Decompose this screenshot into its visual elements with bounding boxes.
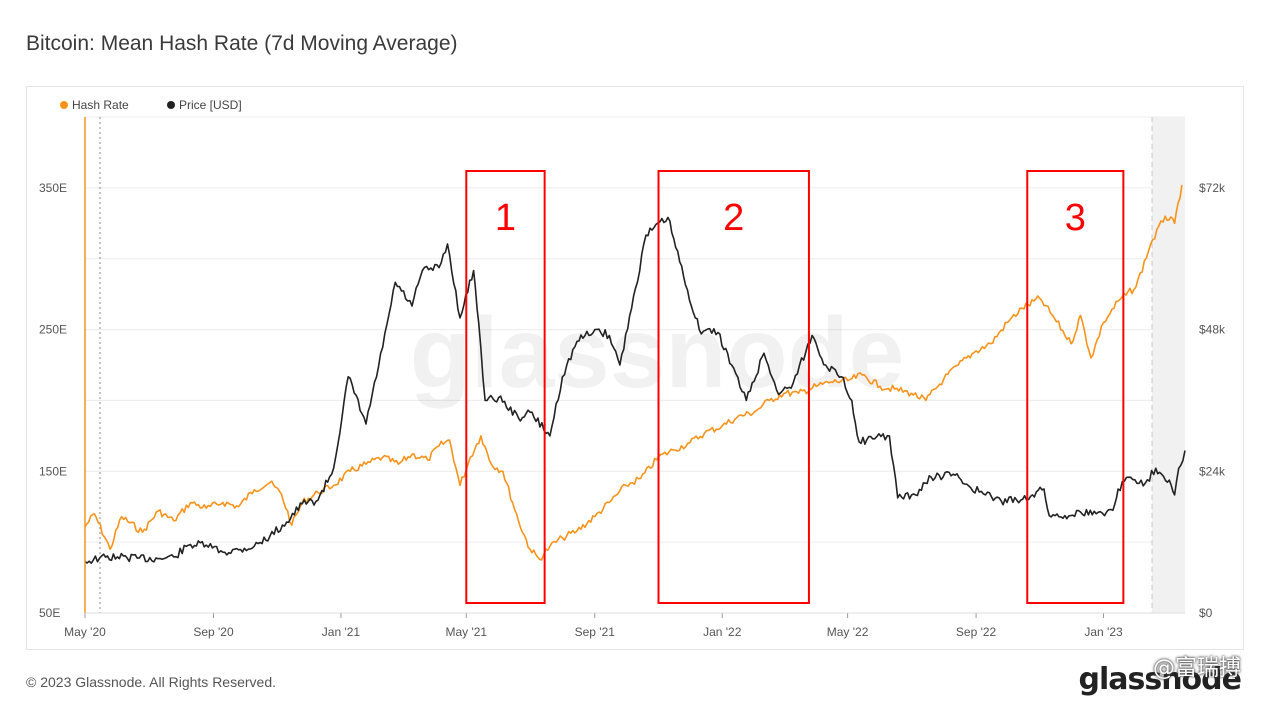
y-right-tick-label: $24k bbox=[1199, 464, 1226, 478]
x-tick-label: Jan '22 bbox=[703, 625, 742, 639]
y-left-tick-label: 250E bbox=[39, 323, 67, 337]
x-tick-label: May '21 bbox=[445, 625, 487, 639]
glassnode-logo: glassnode bbox=[1078, 662, 1242, 697]
axes: 50E 150E 250E 350E $0 $24k $48k $72k May '20 Sep … bbox=[39, 117, 1226, 639]
annotation-box-2 bbox=[657, 170, 810, 604]
social-watermark: @富瑞搏 bbox=[1152, 656, 1241, 681]
annotation-box-1 bbox=[465, 170, 546, 604]
x-tick-label: Jan '21 bbox=[322, 625, 361, 639]
glassnode-watermark: glassnode bbox=[410, 297, 905, 409]
legend-hash-rate-label: Hash Rate bbox=[72, 98, 129, 112]
projection-shade bbox=[1152, 117, 1185, 613]
series-layer bbox=[84, 184, 1186, 564]
hash-rate-line bbox=[84, 184, 1183, 561]
y-left-tick-label: 50E bbox=[39, 606, 60, 620]
annotation-label-1: 1 bbox=[495, 197, 516, 239]
grid-lines bbox=[85, 116, 1185, 614]
legend-hash-rate-dot bbox=[60, 101, 68, 109]
x-tick-label: May '20 bbox=[64, 625, 106, 639]
y-left-tick-label: 350E bbox=[39, 181, 67, 195]
y-right-tick-label: $48k bbox=[1199, 323, 1226, 337]
copyright-text: © 2023 Glassnode. All Rights Reserved. bbox=[26, 674, 277, 690]
x-tick-label: Sep '20 bbox=[193, 625, 234, 639]
x-tick-label: Sep '21 bbox=[575, 625, 616, 639]
y-right-tick-label: $0 bbox=[1199, 606, 1213, 620]
annotation-boxes: 1 2 3 bbox=[465, 170, 1125, 604]
annotation-box-3 bbox=[1026, 170, 1125, 604]
annotation-label-2: 2 bbox=[723, 197, 744, 239]
legend: Hash Rate Price [USD] bbox=[60, 98, 242, 112]
chart-panel: glassnode 50E 150E 250E 350E $0 $24k $48k $72k M… bbox=[26, 86, 1244, 650]
legend-price-label: Price [USD] bbox=[179, 98, 242, 112]
x-tick-label: May '22 bbox=[827, 625, 869, 639]
legend-price-dot bbox=[167, 101, 175, 109]
y-left-tick-label: 150E bbox=[39, 464, 67, 478]
y-right-tick-label: $72k bbox=[1199, 181, 1226, 195]
annotation-label-3: 3 bbox=[1065, 197, 1086, 239]
legend-item-price[interactable]: Price [USD] bbox=[167, 98, 242, 112]
chart-title: Bitcoin: Mean Hash Rate (7d Moving Avera… bbox=[26, 32, 458, 55]
legend-item-hash-rate[interactable]: Hash Rate bbox=[60, 98, 129, 112]
x-tick-label: Jan '23 bbox=[1084, 625, 1123, 639]
price-line bbox=[84, 216, 1186, 564]
chart-svg: glassnode 50E 150E 250E 350E $0 $24k $48k $72k M… bbox=[39, 98, 1226, 639]
x-tick-label: Sep '22 bbox=[956, 625, 997, 639]
